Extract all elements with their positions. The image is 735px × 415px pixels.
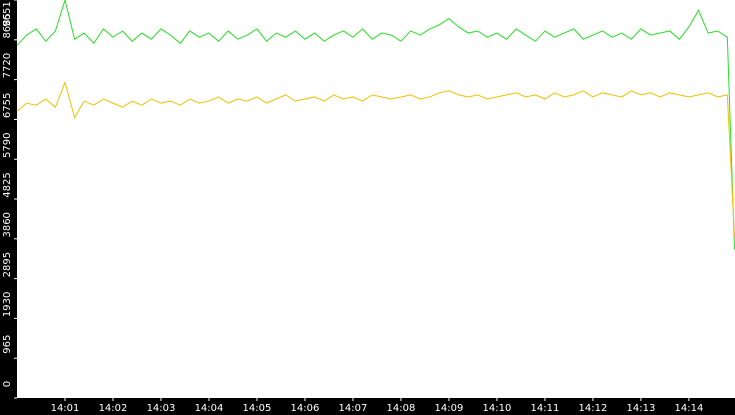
x-tick-label: 14:01 <box>51 403 80 414</box>
x-tick-label: 14:04 <box>195 403 224 414</box>
x-tick-label: 14:07 <box>339 403 368 414</box>
series-line <box>16 80 735 238</box>
x-tick-label: 14:10 <box>483 403 512 414</box>
x-tick-label: 14:11 <box>531 403 560 414</box>
x-tick-label: 14:06 <box>291 403 320 414</box>
y-tick-label: 0 <box>2 381 13 387</box>
y-tick-label: 8685 <box>2 13 13 38</box>
x-tick-label: 14:12 <box>579 403 608 414</box>
plot-area <box>17 0 735 398</box>
x-tick-label: 14:02 <box>99 403 128 414</box>
y-tick-label: 3860 <box>2 212 13 237</box>
y-tick-label: 4825 <box>2 172 13 197</box>
x-tick-label: 14:09 <box>435 403 464 414</box>
x-tick-label: 14:08 <box>387 403 416 414</box>
x-tick-label: 14:14 <box>675 403 704 414</box>
y-tick-label: 7720 <box>2 53 13 78</box>
y-tick-label: 2895 <box>2 252 13 277</box>
x-tick-label: 14:03 <box>147 403 176 414</box>
series-line <box>16 0 735 250</box>
x-tick-label: 14:05 <box>243 403 272 414</box>
y-tick-label: 965 <box>2 335 13 354</box>
y-tick-label: 1930 <box>2 292 13 317</box>
y-tick-label: 5790 <box>2 132 13 157</box>
x-tick-label: 14:13 <box>627 403 656 414</box>
y-tick-label: 6755 <box>2 93 13 118</box>
y-tick-label: 9651 <box>2 1 13 26</box>
